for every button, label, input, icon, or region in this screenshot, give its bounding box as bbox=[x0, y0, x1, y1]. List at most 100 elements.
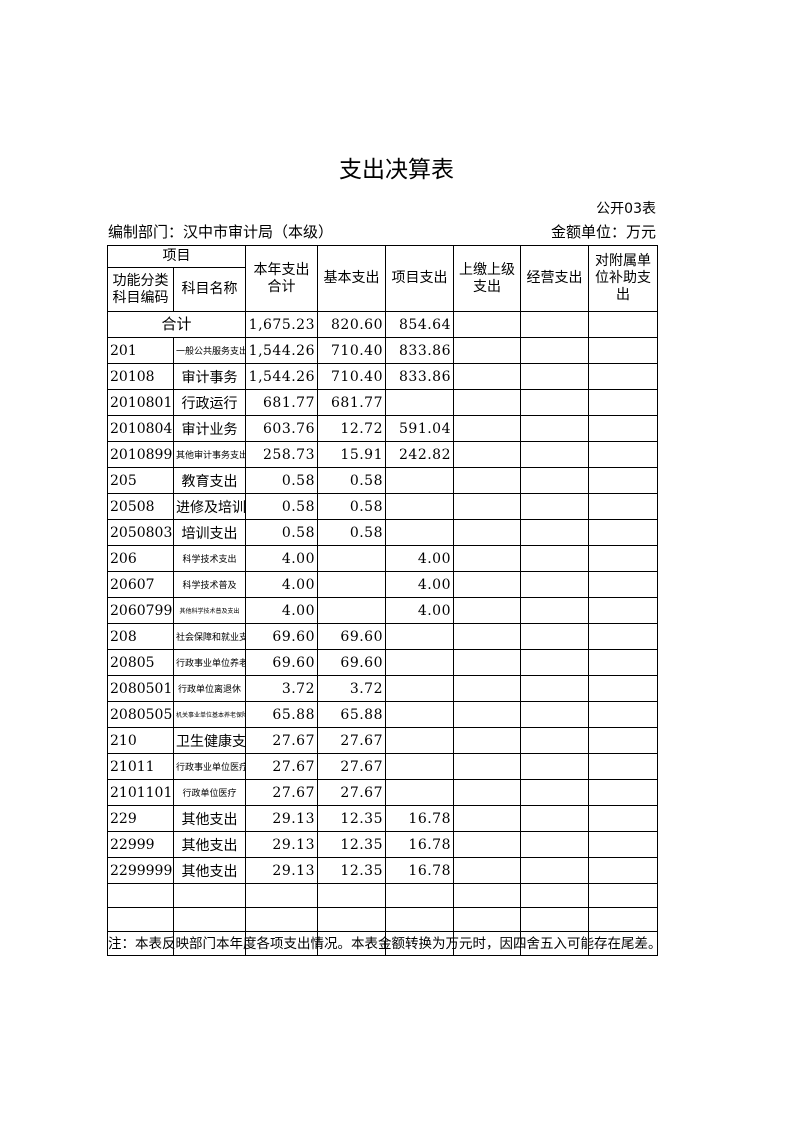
cell-name: 其他科学技术普及支出 bbox=[173, 597, 246, 624]
cell-empty bbox=[453, 597, 521, 624]
cell-empty bbox=[520, 493, 589, 520]
cell-empty bbox=[588, 493, 658, 520]
cell-name: 行政单位医疗 bbox=[173, 779, 246, 806]
cell-empty bbox=[588, 337, 658, 364]
cell-name: 卫生健康支出 bbox=[173, 727, 246, 754]
cell-project: 16.78 bbox=[385, 857, 454, 884]
cell-name: 进修及培训 bbox=[173, 493, 246, 520]
cell-empty bbox=[520, 883, 589, 908]
cell-code: 2080505 bbox=[107, 701, 174, 728]
cell-total: 27.67 bbox=[245, 779, 318, 806]
cell-empty bbox=[588, 363, 658, 390]
cell-empty bbox=[588, 389, 658, 416]
cell-empty bbox=[520, 571, 589, 598]
table-row: 2299999 其他支出 29.13 12.35 16.78 bbox=[107, 857, 658, 884]
cell-empty bbox=[520, 363, 589, 390]
total-row: 合计 1,675.23 820.60 854.64 bbox=[107, 311, 658, 338]
cell-empty bbox=[520, 701, 589, 728]
cell-empty bbox=[520, 675, 589, 702]
cell-basic: 0.58 bbox=[317, 467, 386, 494]
cell-empty bbox=[107, 907, 174, 932]
cell-code: 21011 bbox=[107, 753, 174, 780]
cell-basic bbox=[317, 597, 386, 624]
cell-empty bbox=[453, 467, 521, 494]
table-row: 2080501 行政单位离退休 3.72 3.72 bbox=[107, 675, 658, 702]
cell-total: 258.73 bbox=[245, 441, 318, 468]
cell-empty bbox=[520, 597, 589, 624]
cell-empty bbox=[520, 931, 589, 956]
cell-project: 591.04 bbox=[385, 415, 454, 442]
cell-code: 206 bbox=[107, 545, 174, 572]
cell-empty bbox=[588, 675, 658, 702]
cell-empty bbox=[385, 883, 454, 908]
cell-total: 4.00 bbox=[245, 597, 318, 624]
cell-empty bbox=[453, 337, 521, 364]
cell-total: 65.88 bbox=[245, 701, 318, 728]
cell-name: 行政单位离退休 bbox=[173, 675, 246, 702]
cell-empty bbox=[245, 931, 318, 956]
cell-empty bbox=[520, 857, 589, 884]
cell-name: 行政事业单位医疗 bbox=[173, 753, 246, 780]
blank-row bbox=[107, 907, 658, 932]
cell-empty bbox=[588, 907, 658, 932]
cell-name: 科学技术支出 bbox=[173, 545, 246, 572]
header-subsidy: 对附属单位补助支出 bbox=[588, 245, 658, 312]
total-basic: 820.60 bbox=[317, 311, 386, 338]
unit-label: 金额单位：万元 bbox=[550, 223, 656, 241]
cell-project: 16.78 bbox=[385, 831, 454, 858]
cell-code: 205 bbox=[107, 467, 174, 494]
cell-empty bbox=[588, 701, 658, 728]
table-row: 20508 进修及培训 0.58 0.58 bbox=[107, 493, 658, 520]
header-total: 本年支出合计 bbox=[245, 245, 318, 312]
cell-empty bbox=[588, 805, 658, 832]
cell-basic: 69.60 bbox=[317, 649, 386, 676]
cell-basic: 710.40 bbox=[317, 363, 386, 390]
cell-empty bbox=[520, 545, 589, 572]
cell-project bbox=[385, 727, 454, 754]
cell-name: 社会保障和就业支出 bbox=[173, 623, 246, 650]
cell-basic: 12.35 bbox=[317, 831, 386, 858]
cell-empty bbox=[520, 337, 589, 364]
cell-project bbox=[385, 753, 454, 780]
cell-basic: 27.67 bbox=[317, 779, 386, 806]
cell-empty bbox=[588, 779, 658, 806]
cell-total: 603.76 bbox=[245, 415, 318, 442]
cell-basic: 69.60 bbox=[317, 623, 386, 650]
cell-empty bbox=[453, 779, 521, 806]
cell-empty bbox=[520, 779, 589, 806]
cell-code: 20108 bbox=[107, 363, 174, 390]
cell-empty bbox=[520, 805, 589, 832]
total-label: 合计 bbox=[107, 311, 246, 338]
cell-empty bbox=[453, 545, 521, 572]
cell-code: 20805 bbox=[107, 649, 174, 676]
cell-name: 科学技术普及 bbox=[173, 571, 246, 598]
cell-empty bbox=[453, 727, 521, 754]
cell-name: 其他审计事务支出 bbox=[173, 441, 246, 468]
cell-empty bbox=[453, 519, 521, 546]
table-row: 20108 审计事务 1,544.26 710.40 833.86 bbox=[107, 363, 658, 390]
cell-project bbox=[385, 779, 454, 806]
cell-project bbox=[385, 389, 454, 416]
cell-empty bbox=[453, 831, 521, 858]
cell-empty bbox=[588, 571, 658, 598]
cell-empty bbox=[520, 415, 589, 442]
cell-empty bbox=[588, 727, 658, 754]
cell-empty bbox=[588, 831, 658, 858]
cell-empty bbox=[520, 753, 589, 780]
cell-project: 4.00 bbox=[385, 545, 454, 572]
table-row: 21011 行政事业单位医疗 27.67 27.67 bbox=[107, 753, 658, 780]
table-number: 公开03表 bbox=[596, 201, 656, 217]
table-row: 2101101 行政单位医疗 27.67 27.67 bbox=[107, 779, 658, 806]
cell-total: 0.58 bbox=[245, 467, 318, 494]
cell-empty bbox=[453, 675, 521, 702]
cell-total: 29.13 bbox=[245, 831, 318, 858]
cell-code: 201 bbox=[107, 337, 174, 364]
cell-empty bbox=[453, 883, 521, 908]
cell-empty bbox=[245, 883, 318, 908]
department-label: 编制部门：汉中市审计局（本级） bbox=[108, 223, 334, 241]
cell-empty bbox=[453, 907, 521, 932]
cell-basic: 12.72 bbox=[317, 415, 386, 442]
cell-code: 20508 bbox=[107, 493, 174, 520]
